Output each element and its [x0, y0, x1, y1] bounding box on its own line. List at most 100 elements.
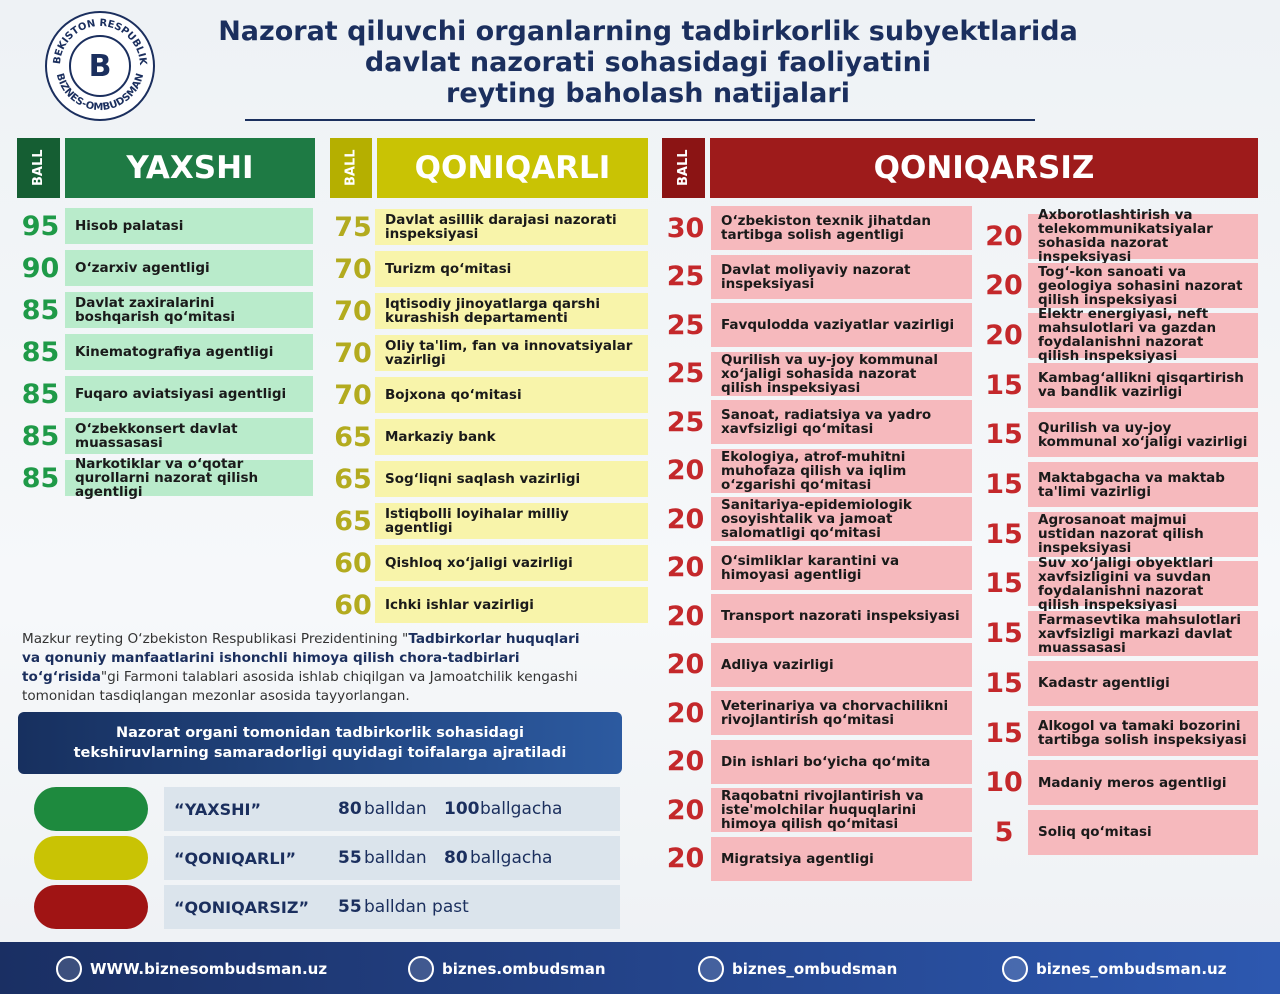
legend-from: 55 [338, 897, 362, 917]
score: 85 [21, 420, 60, 452]
org-name: Fuqaro aviatsiyasi agentligi [65, 376, 313, 412]
footer-icon [408, 956, 434, 982]
score: 20 [985, 220, 1023, 252]
org-name: Qurilish va uy-joy kommunal xo‘jaligi va… [1028, 412, 1258, 458]
ball-label: BALL [662, 138, 705, 198]
score: 20 [985, 270, 1023, 302]
footer [0, 942, 1280, 994]
score: 65 [334, 421, 372, 453]
org-name: O‘zbekkonsert davlat muassasasi [65, 418, 313, 454]
org-name: O‘simliklar karantini va himoyasi agentl… [711, 545, 972, 590]
legend-to: 80 [444, 848, 468, 868]
logo: O‘ZBEKISTON RESPUBLIKASI BIZNES-OMBUDSMA… [44, 10, 155, 121]
org-name: Sog‘liqni saqlash vazirligi [375, 461, 648, 497]
org-name: Narkotiklar va o‘qotar qurollarni nazora… [65, 457, 313, 499]
legend-swatch [34, 885, 148, 929]
legend-swatch [34, 787, 148, 831]
org-name: Favqulodda vaziyatlar vazirligi [711, 303, 972, 347]
ball-label: BALL [330, 138, 372, 198]
legend-label: “QONIQARSIZ” [174, 897, 309, 917]
org-name: Farmasevtika mahsulotlari xavfsizligi ma… [1028, 611, 1258, 657]
legend-to-text: ballgacha [480, 799, 563, 819]
score: 20 [985, 319, 1023, 351]
footer-icon [698, 956, 724, 982]
score: 85 [21, 294, 60, 326]
org-name: Din ishlari bo‘yicha qo‘mita [711, 739, 972, 784]
footer-link: biznes_ombudsman [732, 960, 898, 978]
legend-from-text: balldan [364, 848, 427, 868]
org-name: Soliq qo‘mitasi [1028, 809, 1258, 855]
org-name: Axborotlashtirish va telekommunikatsiyal… [1028, 208, 1258, 264]
score: 20 [666, 649, 705, 680]
score: 60 [334, 589, 372, 621]
score: 20 [666, 794, 705, 826]
group-title: QONIQARLI [377, 138, 648, 198]
score: 20 [666, 697, 705, 729]
org-name: Oliy ta'lim, fan va innovatsiyalar vazir… [375, 335, 648, 371]
legend-from: 80 [338, 799, 362, 819]
score: 70 [334, 337, 372, 369]
org-name: Adliya vazirligi [711, 642, 972, 687]
score: 70 [334, 379, 372, 411]
org-name: Sanitariya-epidemiologik osoyishtalik va… [711, 497, 972, 541]
score: 25 [666, 261, 705, 292]
org-name: Ekologiya, atrof-muhitni muhofaza qilish… [711, 448, 972, 493]
score: 20 [666, 600, 705, 632]
score: 30 [666, 212, 705, 244]
score: 15 [985, 667, 1023, 699]
score: 15 [985, 568, 1023, 600]
score: 65 [334, 463, 372, 495]
note-text: Mazkur reyting O‘zbekiston Respublikasi … [22, 631, 409, 647]
score: 65 [334, 505, 372, 537]
org-name: Veterinariya va chorvachilikni rivojlant… [711, 691, 972, 735]
score: 5 [994, 816, 1014, 848]
score: 15 [985, 469, 1023, 500]
score: 70 [334, 253, 372, 285]
score: 15 [985, 618, 1023, 650]
score: 15 [985, 419, 1023, 451]
org-name: Raqobatni rivojlantirish va iste'molchil… [711, 788, 972, 832]
org-name: Migratsiya agentligi [711, 836, 972, 881]
legend-label: “YAXSHI” [174, 799, 261, 819]
legend-row [164, 836, 620, 880]
legend-to-text: ballgacha [470, 848, 553, 868]
score: 25 [666, 309, 705, 341]
footer-link: biznes.ombudsman [442, 960, 606, 978]
org-name: Qurilish va uy-joy kommunal xo‘jaligi so… [711, 351, 972, 396]
score: 10 [985, 767, 1023, 799]
org-name: Kinematografiya agentligi [65, 334, 313, 370]
legend-row [164, 885, 620, 929]
divider [245, 119, 1035, 121]
org-name: Markaziy bank [375, 419, 648, 455]
score: 90 [21, 252, 60, 284]
org-name: O‘zarxiv agentligi [65, 250, 313, 286]
title-line: davlat nazorati sohasidagi faoliyatini [364, 47, 932, 78]
org-name: Davlat asillik darajasi nazorati inspeks… [375, 209, 648, 245]
note-bold: Tadbirkorlar huquqlari va qonuniy manfaa… [22, 631, 580, 685]
org-name: Madaniy meros agentligi [1028, 760, 1258, 806]
score: 70 [334, 295, 372, 327]
footer-link: biznes_ombudsman.uz [1036, 960, 1227, 978]
org-name: Davlat zaxiralarini boshqarish qo‘mitasi [65, 292, 313, 328]
org-name: Bojxona qo‘mitasi [375, 377, 648, 413]
score: 15 [985, 717, 1023, 749]
org-name: Qishloq xo‘jaligi vazirligi [375, 545, 648, 581]
org-name: Transport nazorati inspeksiyasi [711, 594, 972, 638]
score: 25 [666, 358, 705, 389]
org-name: Agrosanoat majmui ustidan nazorat qilish… [1028, 511, 1258, 557]
score: 85 [21, 336, 60, 368]
note-text: "gi Farmoni talablari asosida ishlab chi… [22, 669, 578, 704]
org-name: Maktabgacha va maktab ta'limi vazirligi [1028, 462, 1258, 507]
score: 20 [666, 503, 705, 535]
score: 25 [666, 406, 705, 438]
org-name: Davlat moliyaviy nazorat inspeksiyasi [711, 254, 972, 299]
note: Mazkur reyting O‘zbekiston Respublikasi … [22, 630, 592, 706]
org-name: Alkogol va tamaki bozorini tartibga soli… [1028, 710, 1258, 756]
footer-icon [56, 956, 82, 982]
org-name: Hisob palatasi [65, 208, 313, 244]
org-name: Tog‘-kon sanoati va geologiya sohasini n… [1028, 263, 1258, 309]
legend-from-text: balldan past [364, 897, 469, 917]
legend-from: 55 [338, 848, 362, 868]
score: 20 [666, 552, 705, 583]
org-name: Suv xo‘jaligi obyektlari xavfsizligini v… [1028, 556, 1258, 612]
